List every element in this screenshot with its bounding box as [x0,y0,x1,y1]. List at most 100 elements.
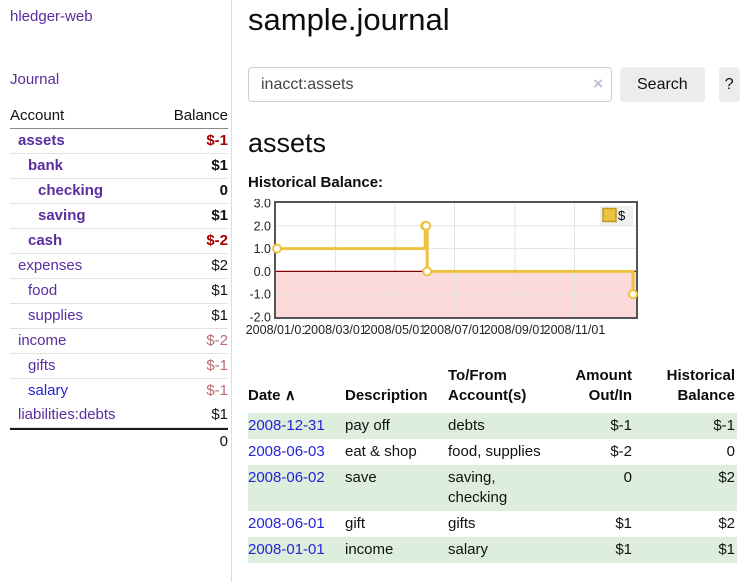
svg-text:1.0: 1.0 [254,242,271,256]
account-link[interactable]: cash [28,232,63,249]
transaction-description: eat & shop [345,443,417,460]
svg-text:2008/11/01: 2008/11/01 [544,323,606,337]
transaction-date-link[interactable]: 2008-06-01 [248,515,325,532]
sidebar-account-food[interactable]: food $1 [10,279,228,304]
transaction-accounts: saving, checking [448,469,508,506]
account-link[interactable]: saving [38,207,86,224]
chart-point [272,243,282,254]
clear-search-icon[interactable]: × [593,74,603,93]
transaction-accounts: debts [448,417,485,434]
svg-text:2008/03/01: 2008/03/01 [304,323,367,337]
transaction-amount: 0 [623,469,632,486]
transaction-accounts: gifts [448,515,476,532]
transaction-date-link[interactable]: 2008-01-01 [248,541,325,558]
account-balance: 0 [219,182,228,199]
chart-legend: $ [600,206,633,225]
chart-point [628,289,638,300]
transaction-amount: $1 [615,515,632,532]
register-row: 2008-06-02 save saving, checking 0 $2 [248,465,737,511]
account-link[interactable]: supplies [28,307,84,324]
transaction-description: pay off [345,417,390,434]
transaction-description: income [345,541,394,558]
negative-region [276,271,637,318]
transaction-date-link[interactable]: 2008-06-02 [248,469,325,486]
account-link[interactable]: salary [28,382,69,399]
search-button[interactable]: Search [620,67,705,102]
sidebar-account-bank[interactable]: bank $1 [10,154,228,179]
account-balance: $1 [211,406,228,423]
transaction-accounts: food, supplies [448,443,541,460]
accounts-list: assets $-1 bank $1 checking 0 saving $1 cash $-2 e… [10,129,228,428]
help-button[interactable]: ? [718,67,740,102]
svg-text:2.0: 2.0 [254,219,271,233]
transaction-description: gift [345,515,366,532]
transaction-accounts: salary [448,541,489,558]
accounts-total: 0 [10,428,228,454]
date-column-header[interactable]: Date ∧ [248,387,296,404]
transaction-amount: $-2 [610,443,632,460]
sidebar-account-saving[interactable]: saving $1 [10,204,228,229]
transaction-balance: 0 [726,443,735,460]
account-balance: $1 [211,207,228,224]
register-row: 2008-01-01 income salary $1 $1 [248,537,737,563]
account-link[interactable]: checking [38,182,104,199]
sidebar-account-cash[interactable]: cash $-2 [10,229,228,254]
transaction-balance: $-1 [713,417,735,434]
balance-column-header-main: Historical Balance [666,367,735,404]
account-balance: $1 [211,307,228,324]
account-link[interactable]: assets [18,132,65,149]
svg-text:2008/01/01: 2008/01/01 [246,323,309,337]
account-balance: $1 [211,282,228,299]
sidebar: hledger-web Journal Account Balance asse… [0,0,232,582]
account-balance: $2 [211,257,228,274]
svg-text:-2.0: -2.0 [249,311,271,325]
main-content: sample.journal × Search ? assets Histori… [233,0,742,563]
description-column-header: Description [345,387,428,404]
transaction-date-link[interactable]: 2008-12-31 [248,417,325,434]
register-row: 2008-06-01 gift gifts $1 $2 [248,511,737,537]
sidebar-account-assets[interactable]: assets $-1 [10,129,228,154]
page-title: sample.journal [248,2,450,37]
account-link[interactable]: expenses [18,257,83,274]
sidebar-item-journal[interactable]: Journal [10,71,60,88]
svg-text:$: $ [618,208,626,223]
account-link[interactable]: gifts [28,357,56,374]
transaction-date-link[interactable]: 2008-06-03 [248,443,325,460]
account-link[interactable]: bank [28,157,64,174]
account-link[interactable]: income [18,332,67,349]
sidebar-account-salary[interactable]: salary $-1 [10,379,228,403]
account-link[interactable]: liabilities:debts [18,406,116,423]
search-bar: × Search ? [248,67,740,102]
search-input[interactable] [248,67,612,102]
transaction-balance: $1 [718,541,735,558]
svg-text:2008/07/01: 2008/07/01 [423,323,486,337]
sidebar-account-checking[interactable]: checking 0 [10,179,228,204]
svg-text:3.0: 3.0 [254,199,271,211]
account-balance: $-1 [206,132,228,149]
chart-title: Historical Balance: [248,174,384,191]
account-balance: $-2 [206,232,228,249]
account-column-header: Account [10,107,65,124]
balance-column-header: Balance [173,107,228,124]
account-balance: $1 [211,157,228,174]
transaction-balance: $2 [718,515,735,532]
svg-text:2008/05/01: 2008/05/01 [364,323,427,337]
transaction-amount: $-1 [610,417,632,434]
brand-link[interactable]: hledger-web [10,8,93,25]
sidebar-account-income[interactable]: income $-2 [10,329,228,354]
account-link[interactable]: food [28,282,58,299]
svg-text:0.0: 0.0 [254,265,271,279]
svg-text:-1.0: -1.0 [249,288,271,302]
chart-point [421,220,432,231]
plot-border [274,201,638,319]
sidebar-account-expenses[interactable]: expenses $2 [10,254,228,279]
sidebar-account-liabilities-debts[interactable]: liabilities:debts $1 [10,403,228,428]
sidebar-account-gifts[interactable]: gifts $-1 [10,354,228,379]
account-heading: assets [248,128,327,158]
register-table: Date ∧ Description To/From Account(s) Am… [248,364,737,563]
sidebar-account-supplies[interactable]: supplies $1 [10,304,228,329]
accounts-header: Account Balance [10,104,228,129]
accounts-column-header: To/From Account(s) [448,367,527,404]
chart-svg: $3.0 2.0 1.0 0.0 -1.0 -2.02008/01/012008/03/0… [246,197,638,337]
sort-ascending-icon: ∧ [284,387,296,404]
